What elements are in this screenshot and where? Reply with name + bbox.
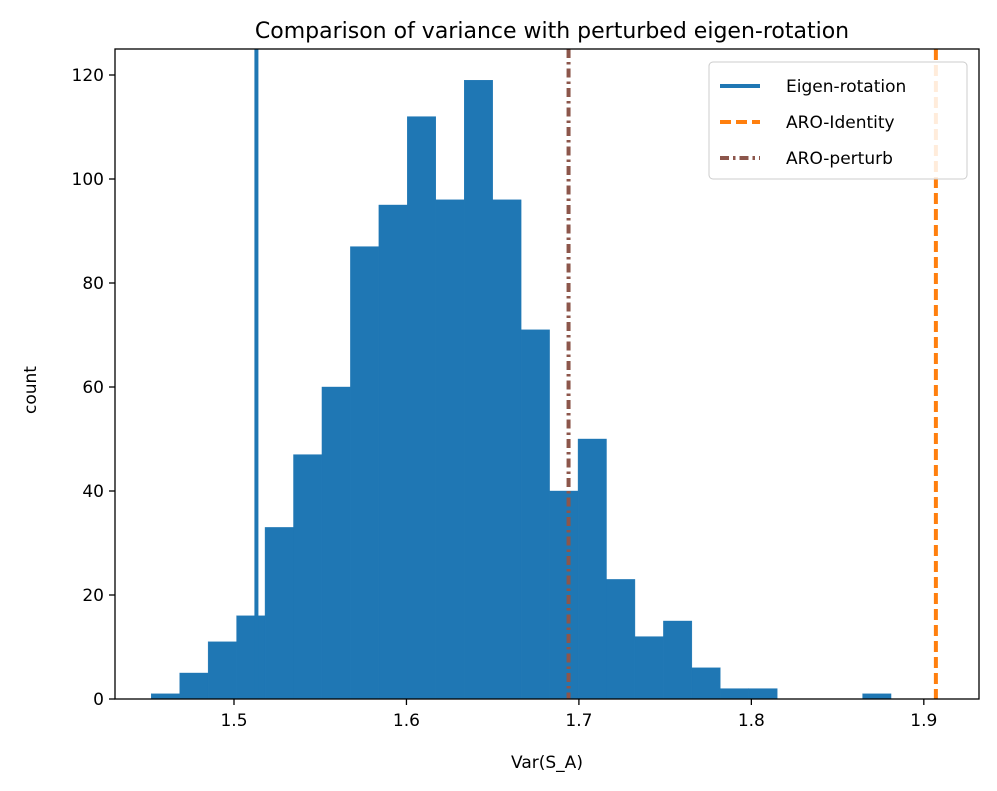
y-tick-label: 40 — [82, 482, 104, 502]
histogram-bar — [179, 672, 209, 700]
x-tick-label: 1.7 — [565, 711, 592, 731]
x-axis-label: Var(S_A) — [511, 753, 583, 773]
histogram-bar — [663, 620, 693, 700]
histogram-bar — [634, 636, 664, 700]
legend-label: ARO-Identity — [786, 113, 895, 133]
histogram-bars — [151, 79, 892, 700]
y-tick-label: 120 — [72, 66, 104, 86]
histogram-bar — [720, 688, 749, 700]
y-tick-label: 20 — [82, 586, 104, 606]
y-tick-label: 60 — [82, 378, 104, 398]
histogram-bar — [862, 693, 892, 700]
histogram-bar — [549, 490, 579, 700]
y-axis-ticks: 0 20 40 60 80 100 120 — [72, 66, 115, 710]
legend: Eigen-rotation ARO-Identity ARO-perturb — [708, 61, 968, 180]
histogram-bar — [748, 688, 778, 700]
y-tick-label: 100 — [72, 170, 104, 190]
y-axis-label: count — [21, 366, 41, 414]
histogram-bar — [407, 116, 436, 700]
legend-box — [708, 61, 968, 180]
histogram-bar — [151, 693, 180, 700]
x-tick-label: 1.5 — [220, 711, 247, 731]
histogram-bar — [464, 79, 493, 700]
y-tick-label: 80 — [82, 274, 104, 294]
reference-lines — [254, 49, 938, 699]
legend-label: Eigen-rotation — [786, 77, 906, 97]
x-tick-label: 1.6 — [393, 711, 420, 731]
histogram-bar — [207, 641, 237, 700]
x-tick-label: 1.9 — [910, 711, 937, 731]
histogram-bar — [321, 386, 351, 700]
histogram-bar — [606, 579, 636, 700]
legend-label: ARO-perturb — [786, 149, 893, 169]
histogram-bar — [691, 667, 721, 700]
histogram-bar — [350, 246, 380, 700]
histogram-bar — [435, 199, 465, 700]
histogram-bar — [492, 199, 522, 700]
y-tick-label: 0 — [93, 690, 104, 710]
histogram-bar — [293, 454, 323, 700]
histogram-bar — [236, 615, 266, 700]
histogram-bar — [520, 329, 550, 700]
histogram-bar — [378, 204, 408, 700]
histogram-bar — [264, 527, 294, 700]
legend-items: Eigen-rotation ARO-Identity ARO-perturb — [720, 77, 906, 169]
histogram-bar — [577, 438, 607, 700]
plot-frame — [114, 48, 980, 700]
x-axis-ticks: 1.5 1.6 1.7 1.8 1.9 — [220, 699, 937, 731]
x-tick-label: 1.8 — [738, 711, 765, 731]
chart-title: Comparison of variance with perturbed ei… — [255, 19, 849, 44]
